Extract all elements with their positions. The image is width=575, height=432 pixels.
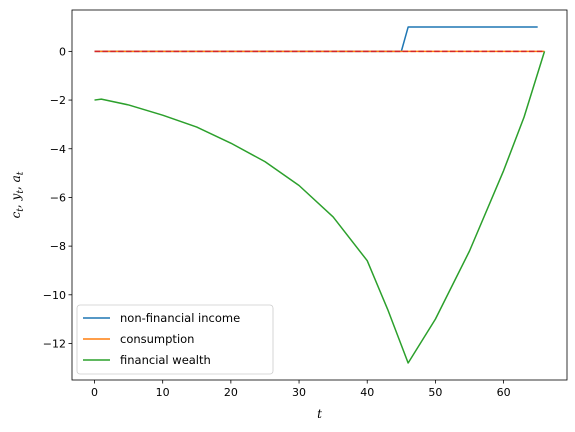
series-line-0: [94, 26, 538, 53]
legend: non-financial income consumption financial…: [76, 304, 274, 375]
y-axis-label: ct, yt, at: [9, 171, 26, 218]
x-tick-label: 50: [428, 386, 442, 399]
y-label-a: a: [9, 175, 23, 182]
y-tick-label: −10: [43, 289, 66, 302]
y-tick-label: −8: [50, 240, 66, 253]
y-label-sep2: ,: [9, 182, 23, 190]
x-tick-label: 30: [292, 386, 306, 399]
y-tick-label: −6: [50, 191, 66, 204]
y-tick-label: −4: [50, 143, 66, 156]
legend-entry: non-financial income: [120, 311, 240, 325]
x-tick-label: 60: [497, 386, 511, 399]
y-label-c: c: [9, 211, 23, 218]
y-label-y-sub: t: [16, 190, 26, 194]
x-axis-label: t: [317, 407, 322, 421]
legend-box: [76, 304, 274, 375]
x-tick-label: 20: [224, 386, 238, 399]
y-label-sep1: ,: [9, 200, 23, 208]
y-tick-label: −12: [43, 337, 66, 350]
plot-frame: [71, 9, 568, 381]
y-label-a-sub: t: [16, 171, 26, 175]
y-label-y: y: [9, 193, 23, 201]
x-tick-label: 40: [360, 386, 374, 399]
y-tick-label: −2: [50, 94, 66, 107]
y-tick-label: 0: [59, 45, 66, 58]
plot-lines: [94, 26, 546, 364]
x-tick-label: 10: [156, 386, 170, 399]
y-label-c-sub: t: [16, 208, 26, 212]
y-axis-ticks: 0 −2 −4 −6 −8 −10 −12: [43, 45, 72, 350]
x-tick-label: 0: [91, 386, 98, 399]
x-axis-ticks: 0 10 20 30 40 50 60: [91, 380, 511, 399]
legend-entry: consumption: [120, 332, 194, 346]
legend-entry: financial wealth: [120, 353, 211, 367]
series-line-3: [94, 51, 546, 364]
